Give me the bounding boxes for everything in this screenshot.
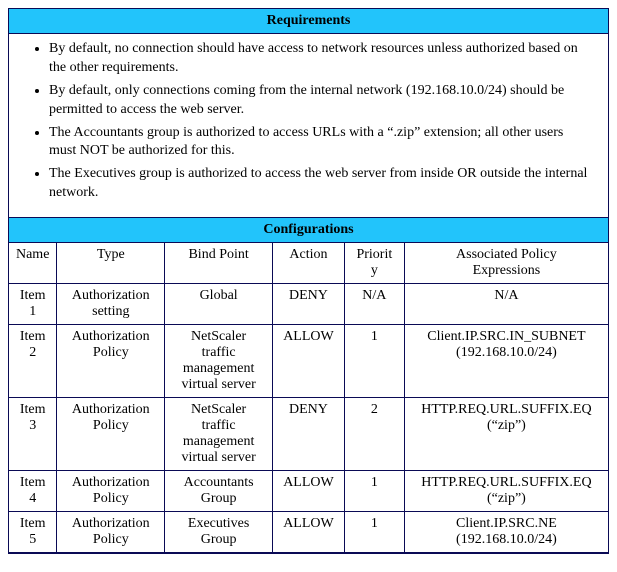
cell-action: ALLOW bbox=[273, 471, 345, 512]
cell-expr: Client.IP.SRC.IN_SUBNET (192.168.10.0/24… bbox=[404, 325, 608, 398]
cell-priority: 1 bbox=[344, 471, 404, 512]
cell-type: Authorization Policy bbox=[57, 471, 165, 512]
cell-name: Item 4 bbox=[9, 471, 57, 512]
cell-bind: Accountants Group bbox=[165, 471, 273, 512]
col-header-expr: Associated Policy Expressions bbox=[404, 243, 608, 284]
table-row: Item 2Authorization PolicyNetScaler traf… bbox=[9, 325, 608, 398]
cell-priority: 1 bbox=[344, 325, 404, 398]
cell-bind: Executives Group bbox=[165, 512, 273, 553]
cell-action: DENY bbox=[273, 284, 345, 325]
cell-name: Item 3 bbox=[9, 398, 57, 471]
cell-priority: N/A bbox=[344, 284, 404, 325]
requirement-item: The Accountants group is authorized to a… bbox=[49, 124, 590, 162]
col-header-type: Type bbox=[57, 243, 165, 284]
cell-priority: 2 bbox=[344, 398, 404, 471]
cell-priority: 1 bbox=[344, 512, 404, 553]
requirements-list: By default, no connection should have ac… bbox=[27, 40, 590, 203]
col-header-bind: Bind Point bbox=[165, 243, 273, 284]
cell-name: Item 1 bbox=[9, 284, 57, 325]
cell-type: Authorization Policy bbox=[57, 325, 165, 398]
table-row: Item 1Authorization settingGlobalDENYN/A… bbox=[9, 284, 608, 325]
col-header-priority: Priorit y bbox=[344, 243, 404, 284]
cell-bind: NetScaler traffic management virtual ser… bbox=[165, 398, 273, 471]
cell-type: Authorization setting bbox=[57, 284, 165, 325]
requirement-item: By default, no connection should have ac… bbox=[49, 40, 590, 78]
cell-name: Item 2 bbox=[9, 325, 57, 398]
requirements-header: Requirements bbox=[9, 9, 608, 34]
configurations-header: Configurations bbox=[9, 218, 608, 243]
cell-type: Authorization Policy bbox=[57, 398, 165, 471]
configurations-table-wrap: Name Type Bind Point Action Priorit y As… bbox=[9, 243, 608, 554]
cell-action: ALLOW bbox=[273, 512, 345, 553]
cell-action: ALLOW bbox=[273, 325, 345, 398]
cell-name: Item 5 bbox=[9, 512, 57, 553]
cell-expr: HTTP.REQ.URL.SUFFIX.EQ (“zip”) bbox=[404, 471, 608, 512]
table-row: Item 3Authorization PolicyNetScaler traf… bbox=[9, 398, 608, 471]
configurations-table: Name Type Bind Point Action Priorit y As… bbox=[9, 243, 608, 553]
requirements-body: By default, no connection should have ac… bbox=[9, 34, 608, 218]
col-header-name: Name bbox=[9, 243, 57, 284]
table-header-row: Name Type Bind Point Action Priorit y As… bbox=[9, 243, 608, 284]
cell-expr: Client.IP.SRC.NE (192.168.10.0/24) bbox=[404, 512, 608, 553]
cell-bind: NetScaler traffic management virtual ser… bbox=[165, 325, 273, 398]
cell-expr: N/A bbox=[404, 284, 608, 325]
table-row: Item 5Authorization PolicyExecutives Gro… bbox=[9, 512, 608, 553]
cell-type: Authorization Policy bbox=[57, 512, 165, 553]
document-container: Requirements By default, no connection s… bbox=[8, 8, 609, 554]
cell-bind: Global bbox=[165, 284, 273, 325]
requirement-item: The Executives group is authorized to ac… bbox=[49, 165, 590, 203]
cell-action: DENY bbox=[273, 398, 345, 471]
cell-expr: HTTP.REQ.URL.SUFFIX.EQ (“zip”) bbox=[404, 398, 608, 471]
requirement-item: By default, only connections coming from… bbox=[49, 82, 590, 120]
col-header-action: Action bbox=[273, 243, 345, 284]
table-row: Item 4Authorization PolicyAccountants Gr… bbox=[9, 471, 608, 512]
